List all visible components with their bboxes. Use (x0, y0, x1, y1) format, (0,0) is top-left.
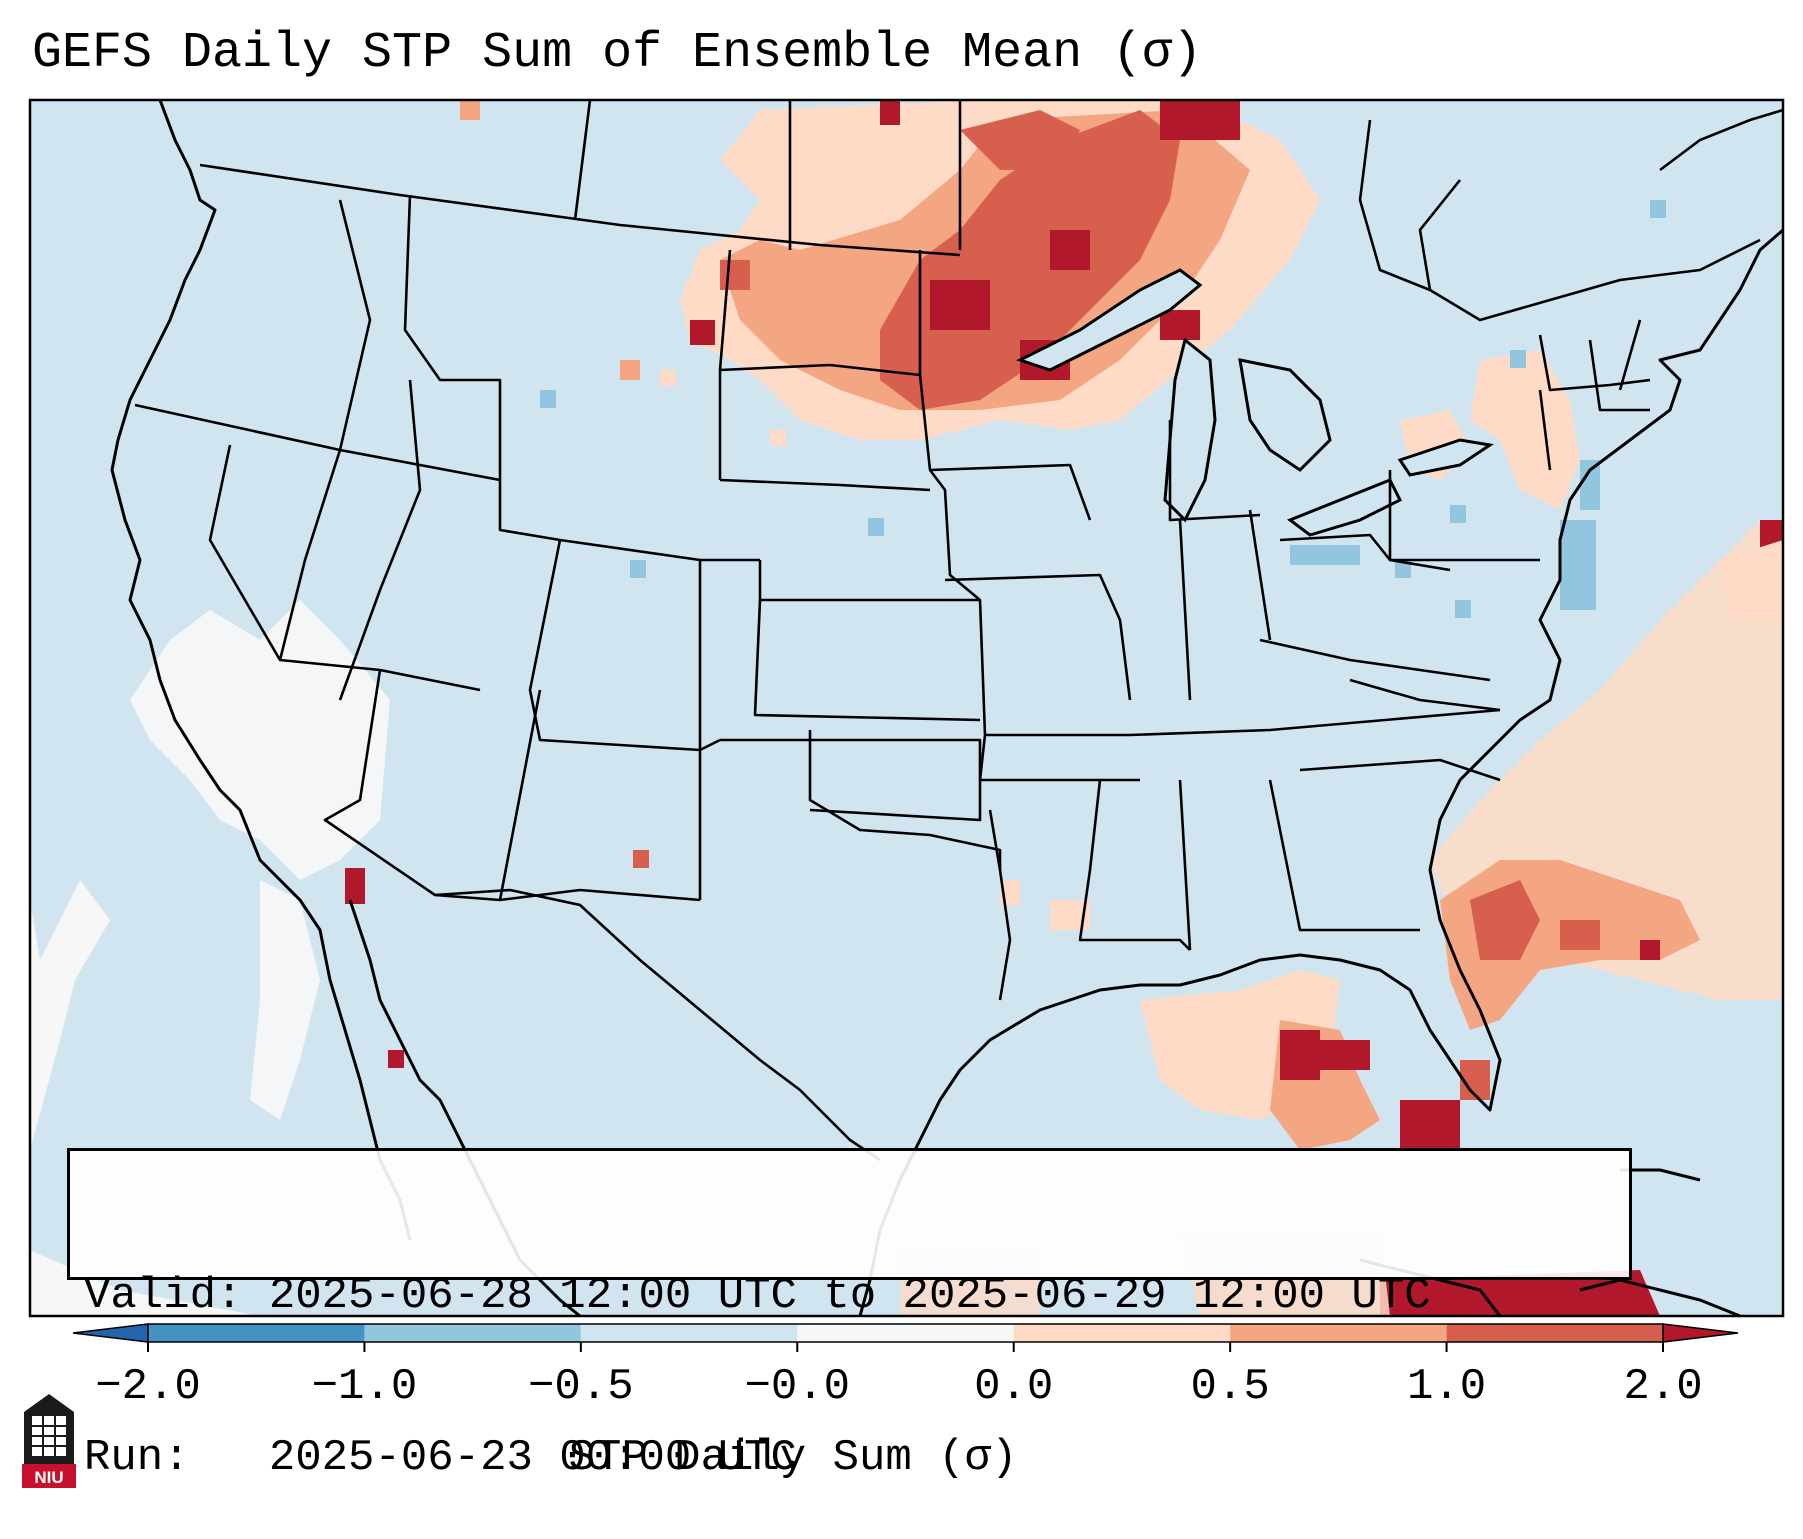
anomaly-region-northern-plains (680, 100, 1320, 440)
near-zero-region-pacific (30, 600, 390, 1316)
colorbar-tick-label: −0.5 (528, 1362, 634, 1412)
colorbar-tick-label: −0.0 (744, 1362, 851, 1412)
colorbar-bin (364, 1324, 581, 1342)
niu-logo: NIU (22, 1394, 76, 1488)
colorbar (72, 1323, 1739, 1352)
colorbar-bin (797, 1324, 1014, 1342)
colorbar-tick-label: −2.0 (95, 1362, 201, 1412)
run-value: 2025-06-23 00:00 UTC (268, 1433, 797, 1483)
info-box: Valid: 2025-06-28 12:00 UTC to 2025-06-2… (67, 1148, 1632, 1483)
valid-label: Valid: (84, 1271, 243, 1321)
negative-anomaly-pixels (1290, 200, 1666, 618)
run-row: Run: 2025-06-23 00:00 UTC (84, 1431, 1615, 1485)
international-borders (434, 108, 1783, 1162)
colorbar-tick-label: −1.0 (311, 1362, 418, 1412)
anomaly-region-atlantic (1430, 520, 1783, 1030)
colorbar-tick-label: 2.0 (1623, 1362, 1703, 1412)
colorbar-tick-label: 0.0 (974, 1362, 1054, 1412)
colorbar-tick-label: 0.5 (1190, 1362, 1270, 1412)
run-label: Run: (84, 1433, 190, 1483)
chart-title: GEFS Daily STP Sum of Ensemble Mean (σ) (32, 25, 1203, 82)
colorbar-bin (1230, 1324, 1447, 1342)
colorbar-bin (580, 1324, 798, 1342)
map-frame (28, 98, 1785, 1318)
colorbar-tick-label: 1.0 (1406, 1362, 1487, 1412)
colorbar-frame (147, 1323, 1664, 1343)
anomaly-small-pixels (345, 100, 884, 1068)
colorbar-extend-max (1662, 1323, 1739, 1343)
state-borders (134, 100, 1761, 1001)
valid-value: 2025-06-28 12:00 UTC to 2025-06-29 12:00… (268, 1271, 1431, 1321)
colorbar-bin (148, 1324, 365, 1342)
map-figure (28, 98, 1785, 1352)
logo-text: NIU (34, 1468, 63, 1487)
valid-row: Valid: 2025-06-28 12:00 UTC to 2025-06-2… (84, 1269, 1615, 1323)
colorbar-title: STP Daily Sum (σ) (568, 1433, 1018, 1483)
colorbar-bin (1013, 1324, 1231, 1342)
colorbar-bin (1446, 1324, 1663, 1342)
